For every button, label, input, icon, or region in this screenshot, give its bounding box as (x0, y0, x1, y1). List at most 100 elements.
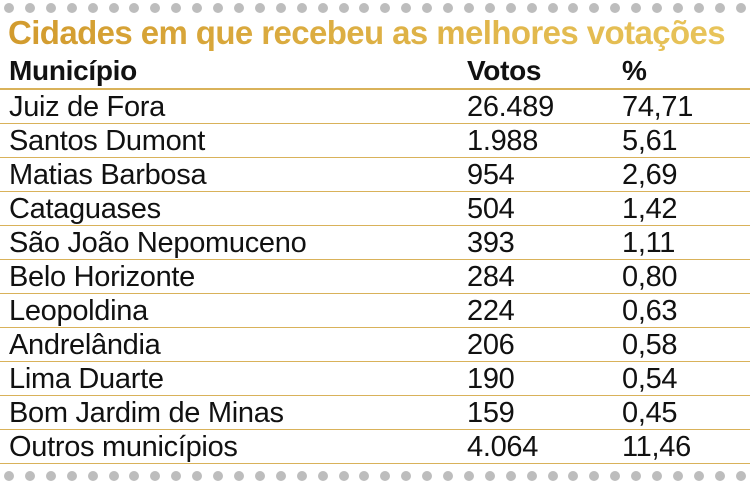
cell-percent: 2,69 (622, 159, 678, 191)
dot-decoration (87, 3, 98, 13)
dot-decoration (129, 3, 140, 13)
cell-municipio: Andrelândia (9, 329, 161, 361)
table-row: Leopoldina 224 0,63 (0, 294, 750, 328)
header-municipio: Município (9, 55, 137, 86)
cell-municipio: Lima Duarte (9, 363, 164, 395)
dot-decoration (338, 3, 349, 13)
dot-decoration (714, 3, 725, 13)
dot-decoration (233, 3, 244, 13)
table-row: Juiz de Fora 26.489 74,71 (0, 90, 750, 124)
dot-decoration (45, 471, 56, 481)
dot-decoration (213, 3, 224, 13)
dot-decoration (296, 471, 307, 481)
table-body: Juiz de Fora 26.489 74,71 Santos Dumont 1.98… (0, 90, 750, 464)
cell-votos: 1.988 (467, 125, 539, 157)
dot-decoration (693, 471, 704, 481)
dot-decoration (505, 471, 516, 481)
dot-decoration (526, 3, 537, 13)
dot-decoration (443, 3, 454, 13)
cell-percent: 1,42 (622, 193, 678, 225)
dot-decoration (4, 3, 14, 13)
dot-decoration (610, 3, 621, 13)
dot-decoration (422, 3, 433, 13)
cell-percent: 0,54 (622, 363, 678, 395)
dot-decoration (317, 3, 328, 13)
cell-percent: 11,46 (622, 431, 691, 463)
top-dotted-border (0, 2, 750, 14)
dot-decoration (192, 3, 203, 13)
dot-decoration (171, 3, 182, 13)
dot-decoration (213, 471, 224, 481)
bottom-dotted-border (0, 470, 750, 482)
table-row: Santos Dumont 1.988 5,61 (0, 124, 750, 158)
dot-decoration (87, 471, 98, 481)
cell-votos: 206 (467, 329, 515, 361)
dot-decoration (359, 3, 370, 13)
dot-decoration (693, 3, 704, 13)
cell-municipio: Outros municípios (9, 431, 238, 463)
table-row: Andrelândia 206 0,58 (0, 328, 750, 362)
cell-votos: 26.489 (467, 91, 554, 123)
dot-decoration (24, 471, 35, 481)
dot-decoration (296, 3, 307, 13)
cell-municipio: Leopoldina (9, 295, 148, 327)
dot-decoration (233, 471, 244, 481)
dot-decoration (673, 471, 683, 481)
cell-percent: 0,80 (622, 261, 678, 293)
dot-decoration (568, 3, 579, 13)
dot-decoration (610, 471, 621, 481)
dot-decoration (338, 471, 349, 481)
dot-decoration (150, 3, 161, 13)
dot-decoration (45, 3, 56, 13)
dot-decoration (380, 471, 391, 481)
votes-table: Município Votos % Juiz de Fora 26.489 74,7… (0, 54, 750, 464)
dot-decoration (589, 3, 600, 13)
dot-decoration (484, 3, 495, 13)
cell-percent: 1,11 (622, 227, 676, 259)
dot-decoration (735, 3, 746, 13)
dot-decoration (275, 3, 286, 13)
dot-decoration (652, 471, 663, 481)
dot-decoration (129, 471, 140, 481)
cell-votos: 504 (467, 193, 515, 225)
dot-decoration (317, 471, 328, 481)
dot-decoration (463, 471, 474, 481)
cell-municipio: São João Nepomuceno (9, 227, 307, 259)
dot-decoration (505, 3, 516, 13)
dot-decoration (66, 3, 77, 13)
dot-decoration (443, 471, 454, 481)
cell-percent: 74,71 (622, 91, 694, 123)
dot-decoration (589, 471, 600, 481)
dot-decoration (526, 471, 537, 481)
cell-municipio: Cataguases (9, 193, 161, 225)
table-row: São João Nepomuceno 393 1,11 (0, 226, 750, 260)
table-row: Cataguases 504 1,42 (0, 192, 750, 226)
cell-municipio: Juiz de Fora (9, 91, 165, 123)
cell-municipio: Belo Horizonte (9, 261, 196, 293)
dot-decoration (24, 3, 35, 13)
dot-decoration (108, 471, 119, 481)
cell-votos: 954 (467, 159, 515, 191)
dot-decoration (631, 3, 642, 13)
cell-votos: 284 (467, 261, 515, 293)
dot-decoration (380, 3, 391, 13)
cell-percent: 5,61 (622, 125, 678, 157)
dot-decoration (735, 471, 746, 481)
dot-decoration (631, 471, 642, 481)
table-title: Cidades em que recebeu as melhores votaç… (8, 14, 726, 51)
header-percent: % (622, 55, 647, 86)
dot-decoration (192, 471, 203, 481)
dot-decoration (254, 3, 265, 13)
dot-decoration (254, 471, 265, 481)
dot-decoration (401, 471, 412, 481)
dot-decoration (547, 3, 558, 13)
dot-decoration (4, 471, 14, 481)
cell-votos: 224 (467, 295, 515, 327)
cell-votos: 190 (467, 363, 515, 395)
cell-percent: 0,45 (622, 397, 678, 429)
dot-decoration (359, 471, 370, 481)
dot-decoration (66, 471, 77, 481)
cell-municipio: Matias Barbosa (9, 159, 207, 191)
dot-decoration (150, 471, 161, 481)
cell-votos: 393 (467, 227, 515, 259)
